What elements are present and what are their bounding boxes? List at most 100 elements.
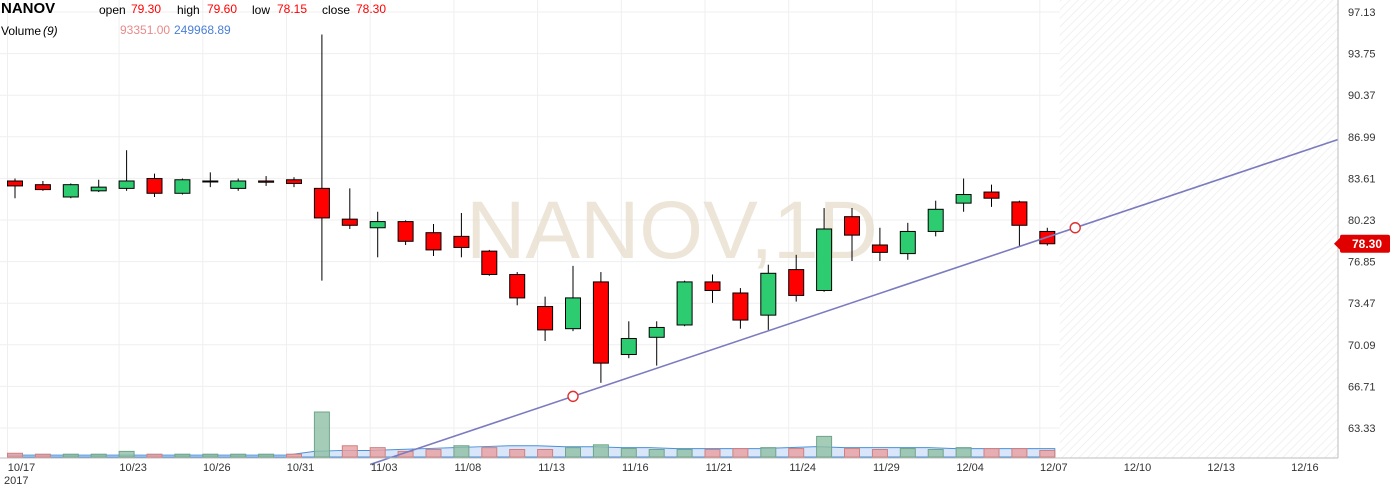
candle[interactable] [397,220,414,245]
x-year-label: 2017 [4,475,28,486]
volume-bar [174,453,191,458]
x-tick-label: 10/17 [8,462,36,474]
candle[interactable] [118,150,135,191]
candle[interactable] [230,178,247,191]
candle[interactable] [90,179,107,193]
candle-body [62,184,79,198]
x-tick-label: 11/03 [371,462,398,474]
candle[interactable] [955,178,972,212]
volume-bar [955,447,972,458]
candle[interactable] [676,280,693,327]
candle-body [704,281,721,292]
x-tick-label: 11/21 [706,462,733,474]
candle[interactable] [1011,200,1028,247]
legend-open-value: 79.30 [131,2,161,16]
candle-body [955,194,972,204]
candle-body [871,244,888,253]
candle[interactable] [620,321,637,359]
candle[interactable] [816,208,833,292]
candle[interactable] [174,178,191,195]
volume-bar [62,453,79,458]
candle[interactable] [7,178,23,199]
x-tick-label: 12/16 [1291,462,1319,474]
trendline-handle[interactable] [1069,222,1081,234]
volume-bar [676,449,693,458]
legend-high-value: 79.60 [207,2,237,16]
candle[interactable] [341,188,358,229]
volume-bar [732,448,749,458]
volume-bar [816,435,833,458]
volume-bar [481,447,498,458]
candle[interactable] [509,272,526,306]
volume-bar [871,449,888,458]
candle[interactable] [453,212,470,258]
candle[interactable] [592,272,609,383]
volume-bar [565,447,581,458]
candle[interactable] [983,184,1000,207]
candle[interactable] [927,200,944,237]
candle[interactable] [537,296,554,341]
candle[interactable] [62,183,79,199]
candle-body [927,208,944,232]
candle-body [258,180,275,183]
candle[interactable] [788,254,805,302]
candle-body [397,221,414,242]
y-tick-label: 66.71 [1348,381,1376,393]
candle[interactable] [202,172,219,188]
last-price-tag-box [1340,234,1390,253]
y-tick-label: 83.61 [1348,173,1376,185]
candle-body [509,274,526,299]
volume-bar [844,448,860,458]
candle[interactable] [146,173,163,197]
candle[interactable] [258,176,275,186]
candle[interactable] [899,222,916,260]
candle[interactable] [732,288,749,329]
volume-bar [592,444,609,458]
y-tick-label: 63.33 [1348,423,1376,435]
volume-layer [7,411,1056,458]
trendline[interactable] [369,138,1339,466]
volume-bar [788,448,805,458]
candle[interactable] [871,227,888,261]
y-tick-label: 97.13 [1348,7,1376,19]
volume-bar [537,449,554,458]
candle[interactable] [286,177,302,188]
candle-body [481,250,498,276]
legend-volume-ma-value: 249968.89 [174,23,231,37]
volume-bar [230,453,247,458]
volume-bar [7,452,23,458]
candle-body [313,187,330,219]
trendline-layer[interactable] [369,138,1339,466]
x-tick-label: 11/24 [789,462,816,474]
volume-bar [425,449,442,458]
y-tick-label: 70.09 [1348,340,1376,352]
candle[interactable] [34,180,51,191]
volume-bar [118,450,135,458]
volume-bar [453,445,470,458]
candle-body [676,281,693,326]
candle[interactable] [313,34,330,281]
candle[interactable] [760,264,777,330]
volume-bar [1039,449,1056,458]
x-tick-label: 12/04 [956,462,984,474]
candle[interactable] [565,265,581,332]
candle[interactable] [369,211,386,258]
candle[interactable] [425,224,442,257]
x-tick-label: 11/16 [622,462,649,474]
candle-body [732,292,749,321]
candle[interactable] [704,274,721,303]
volume-bar [313,411,330,458]
candle-body [899,230,916,255]
candle[interactable] [844,208,860,261]
candle[interactable] [481,249,498,276]
candle[interactable] [648,321,665,366]
x-tick-label: 10/26 [203,462,231,474]
candle-body [174,179,191,194]
candle-body [844,216,860,236]
candle-body [565,297,581,330]
x-tick-label: 11/08 [455,462,482,474]
volume-bar [341,445,358,458]
trendline-handle[interactable] [567,390,579,403]
